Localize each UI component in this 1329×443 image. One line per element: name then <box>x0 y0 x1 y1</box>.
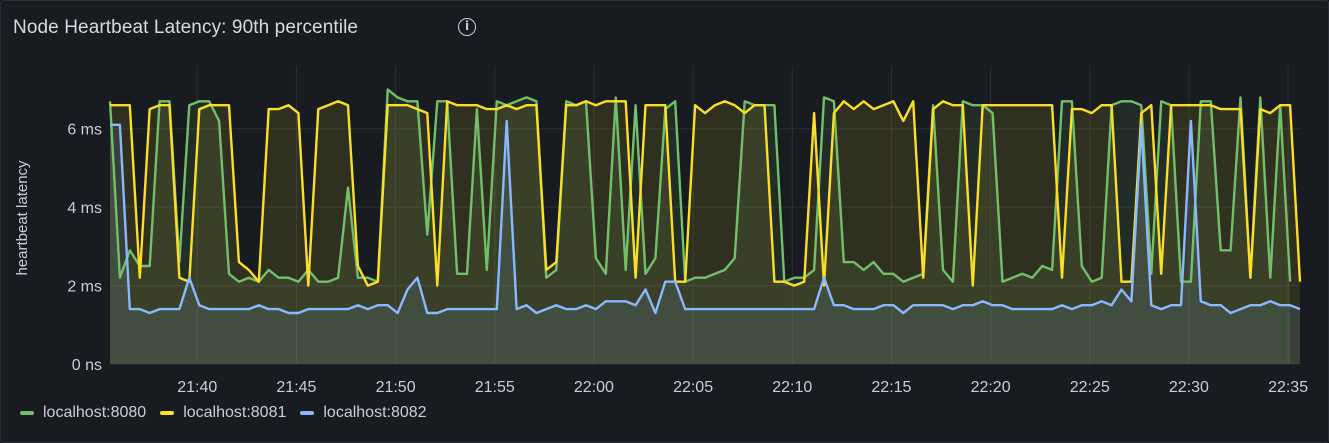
legend-item-localhost-8081[interactable]: localhost:8081 <box>160 404 286 422</box>
legend-label: localhost:8082 <box>323 404 427 421</box>
x-tick-label: 22:35 <box>1268 379 1308 396</box>
x-tick-label: 22:30 <box>1169 379 1209 396</box>
x-tick-label: 22:00 <box>574 379 614 396</box>
series-line-localhost-8081 <box>110 100 1302 287</box>
x-tick-label: 21:55 <box>475 379 515 396</box>
y-axis-ticks: 0 ns 2 ms 4 ms 6 ms <box>67 122 102 374</box>
x-tick-label: 22:20 <box>971 379 1011 396</box>
legend: localhost:8080 localhost:8081 localhost:… <box>20 404 441 422</box>
x-tick-label: 22:10 <box>772 379 812 396</box>
series-line-localhost-8082 <box>110 119 1301 315</box>
legend-item-localhost-8080[interactable]: localhost:8080 <box>20 404 146 422</box>
y-tick-label: 0 ns <box>72 357 102 374</box>
series-fill-localhost-8081 <box>110 101 1300 365</box>
legend-swatch <box>160 411 175 415</box>
legend-item-localhost-8082[interactable]: localhost:8082 <box>300 404 427 422</box>
legend-swatch <box>20 411 34 415</box>
x-tick-label: 22:25 <box>1070 379 1110 396</box>
series-lines <box>108 88 1302 315</box>
x-axis-ticks: 21:40 21:45 21:50 21:55 22:00 22:05 22:10 22:15… <box>177 379 1308 396</box>
grid <box>110 66 1300 365</box>
x-tick-label: 22:05 <box>673 379 713 396</box>
x-tick-label: 21:40 <box>177 379 217 396</box>
x-tick-label: 21:50 <box>376 379 416 396</box>
series-fills <box>110 89 1300 365</box>
series-fill-localhost-8082 <box>110 120 1300 365</box>
y-tick-label: 2 ms <box>67 279 102 296</box>
x-tick-label: 21:45 <box>276 379 316 396</box>
y-tick-label: 4 ms <box>67 200 102 217</box>
legend-swatch <box>300 411 315 415</box>
y-axis-label: heartbeat latency <box>14 160 31 276</box>
x-tick-label: 22:15 <box>871 379 911 396</box>
y-tick-label: 6 ms <box>67 122 102 139</box>
info-icon[interactable]: i <box>458 18 476 36</box>
legend-label: localhost:8081 <box>183 404 287 421</box>
panel-title: Node Heartbeat Latency: 90th percentile <box>13 17 359 38</box>
legend-label: localhost:8080 <box>43 404 147 421</box>
